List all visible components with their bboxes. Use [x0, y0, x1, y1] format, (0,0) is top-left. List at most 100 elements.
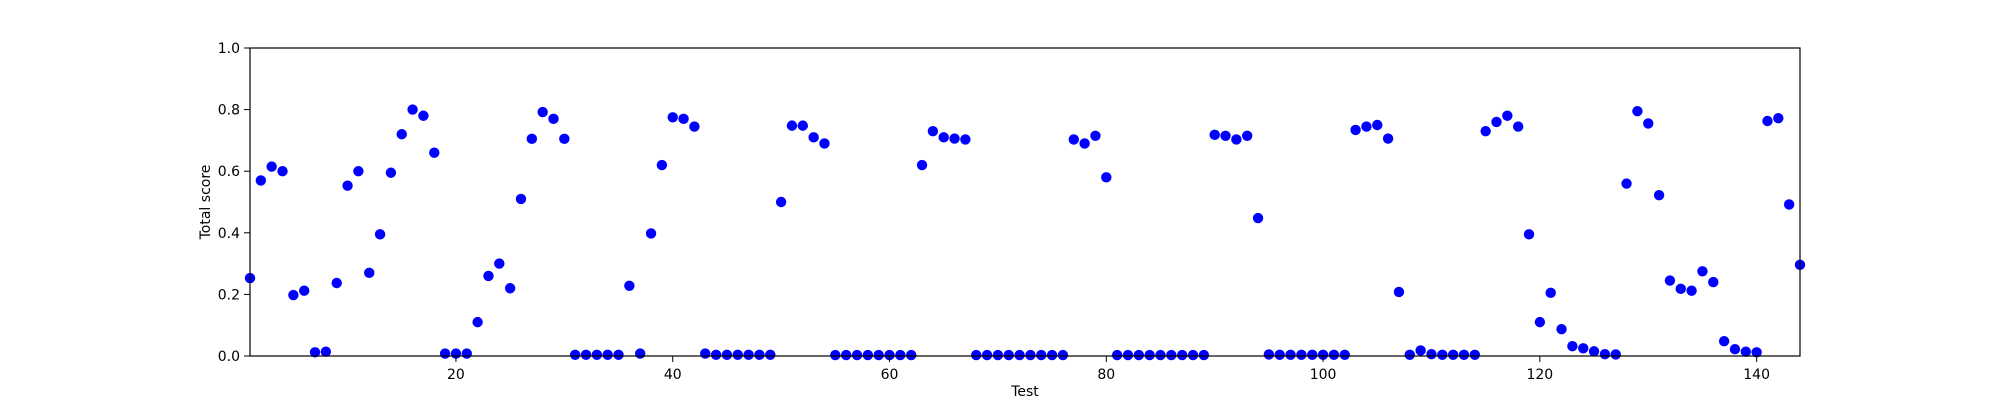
y-tick-label: 0.6	[218, 164, 240, 180]
data-point	[1220, 130, 1231, 141]
data-point	[765, 349, 776, 360]
data-point	[559, 133, 570, 145]
data-point	[1643, 118, 1654, 129]
data-point	[1068, 134, 1079, 145]
data-point	[1209, 129, 1220, 141]
data-point	[971, 349, 982, 361]
x-tick-label: 100	[1310, 367, 1337, 383]
data-point	[1144, 349, 1155, 361]
data-point	[1545, 287, 1556, 299]
data-point	[1176, 349, 1188, 361]
data-point	[1469, 349, 1481, 360]
data-point	[830, 349, 841, 361]
data-point	[1187, 349, 1199, 361]
data-point	[1567, 340, 1578, 352]
data-point	[591, 349, 603, 360]
data-point	[1437, 349, 1448, 360]
x-tick-label: 120	[1526, 367, 1553, 383]
data-point	[1252, 212, 1264, 224]
data-point	[1155, 349, 1166, 361]
data-point	[266, 161, 277, 172]
data-point	[949, 133, 960, 144]
y-axis-label: Total score	[198, 165, 214, 241]
data-point	[580, 349, 592, 360]
data-point	[981, 349, 993, 361]
data-point	[1025, 349, 1036, 361]
data-point	[1328, 349, 1340, 360]
data-point	[1393, 286, 1405, 298]
data-point	[342, 180, 353, 191]
data-point	[775, 196, 787, 208]
data-point	[331, 277, 342, 289]
data-point	[938, 132, 949, 143]
data-point	[374, 229, 386, 240]
data-point	[1242, 130, 1253, 141]
data-point	[1751, 347, 1762, 358]
data-point	[862, 349, 874, 361]
x-axis: 20 40 60 80 100 120 140	[447, 356, 1770, 383]
data-point	[1610, 349, 1621, 360]
data-point	[483, 270, 494, 282]
x-tick-label: 20	[447, 367, 465, 383]
data-point	[884, 349, 895, 361]
data-points	[244, 104, 1806, 361]
data-point	[797, 120, 808, 131]
data-point	[1664, 275, 1676, 286]
data-point	[439, 348, 451, 359]
data-point	[418, 110, 429, 121]
y-tick-label: 0.4	[218, 226, 240, 242]
data-point	[624, 280, 635, 291]
data-point	[1762, 115, 1773, 127]
data-point	[299, 285, 310, 296]
data-point	[1686, 285, 1697, 296]
data-point	[1404, 349, 1415, 360]
data-point	[1426, 348, 1437, 360]
data-point	[1090, 130, 1101, 141]
data-point	[309, 347, 321, 358]
data-point	[320, 346, 332, 357]
data-point	[429, 147, 440, 158]
x-tick-label: 80	[1097, 367, 1115, 383]
data-point	[645, 228, 657, 239]
data-point	[1458, 349, 1470, 360]
data-point	[364, 267, 375, 279]
data-point	[721, 349, 733, 360]
data-point	[1697, 266, 1708, 277]
data-point	[255, 175, 267, 186]
data-point	[1317, 349, 1329, 360]
data-point	[873, 349, 884, 361]
data-point	[1263, 349, 1275, 360]
data-point	[1480, 125, 1491, 137]
data-point	[1057, 349, 1069, 361]
data-point	[1307, 349, 1318, 360]
data-point	[1014, 349, 1025, 361]
data-point	[1621, 178, 1632, 189]
data-point	[851, 349, 863, 361]
data-point	[396, 129, 407, 140]
data-point	[1675, 283, 1686, 295]
data-point	[1122, 349, 1134, 361]
data-point	[700, 348, 711, 359]
data-point	[710, 349, 722, 360]
data-point	[1512, 121, 1524, 132]
data-point	[1740, 346, 1752, 357]
data-point	[1350, 124, 1361, 136]
data-point	[1166, 349, 1177, 361]
data-point	[1079, 138, 1090, 149]
data-point	[353, 166, 364, 177]
data-point	[1708, 276, 1719, 288]
data-point	[1415, 345, 1426, 356]
data-point	[515, 193, 527, 205]
data-point	[992, 349, 1004, 361]
data-point	[1718, 336, 1730, 347]
data-point	[461, 348, 472, 359]
data-point	[743, 349, 754, 360]
data-point	[1231, 134, 1242, 145]
data-point	[602, 349, 613, 360]
data-point	[1296, 349, 1307, 360]
data-point	[840, 349, 852, 361]
x-tick-label: 60	[881, 367, 899, 383]
data-point	[504, 283, 516, 294]
data-point	[819, 138, 830, 149]
